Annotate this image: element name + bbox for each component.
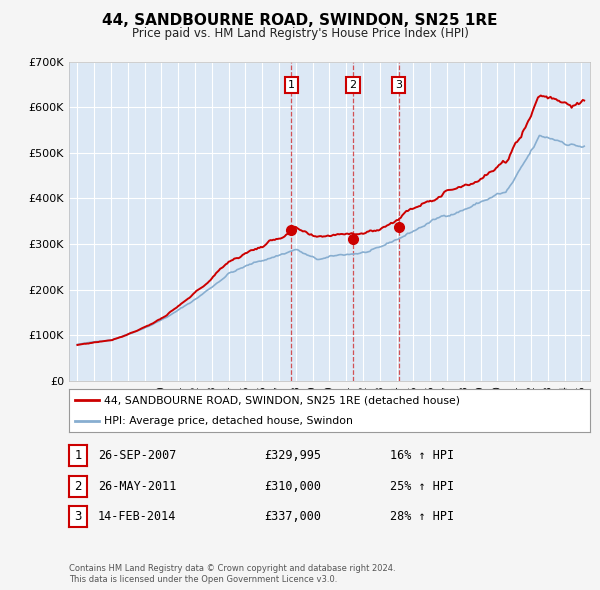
Text: 25% ↑ HPI: 25% ↑ HPI [390, 480, 454, 493]
Text: This data is licensed under the Open Government Licence v3.0.: This data is licensed under the Open Gov… [69, 575, 337, 584]
Text: Price paid vs. HM Land Registry's House Price Index (HPI): Price paid vs. HM Land Registry's House … [131, 27, 469, 40]
Text: 2: 2 [349, 80, 356, 90]
Text: 14-FEB-2014: 14-FEB-2014 [98, 510, 176, 523]
Text: 28% ↑ HPI: 28% ↑ HPI [390, 510, 454, 523]
Text: 26-SEP-2007: 26-SEP-2007 [98, 449, 176, 462]
Text: 3: 3 [395, 80, 402, 90]
Text: 44, SANDBOURNE ROAD, SWINDON, SN25 1RE (detached house): 44, SANDBOURNE ROAD, SWINDON, SN25 1RE (… [104, 395, 460, 405]
Text: 26-MAY-2011: 26-MAY-2011 [98, 480, 176, 493]
Text: 2: 2 [74, 480, 82, 493]
Text: 1: 1 [288, 80, 295, 90]
Text: Contains HM Land Registry data © Crown copyright and database right 2024.: Contains HM Land Registry data © Crown c… [69, 565, 395, 573]
Text: HPI: Average price, detached house, Swindon: HPI: Average price, detached house, Swin… [104, 416, 353, 426]
Text: 16% ↑ HPI: 16% ↑ HPI [390, 449, 454, 462]
Text: £337,000: £337,000 [264, 510, 321, 523]
Text: £329,995: £329,995 [264, 449, 321, 462]
Text: £310,000: £310,000 [264, 480, 321, 493]
Text: 3: 3 [74, 510, 82, 523]
Text: 44, SANDBOURNE ROAD, SWINDON, SN25 1RE: 44, SANDBOURNE ROAD, SWINDON, SN25 1RE [102, 13, 498, 28]
Text: 1: 1 [74, 449, 82, 462]
